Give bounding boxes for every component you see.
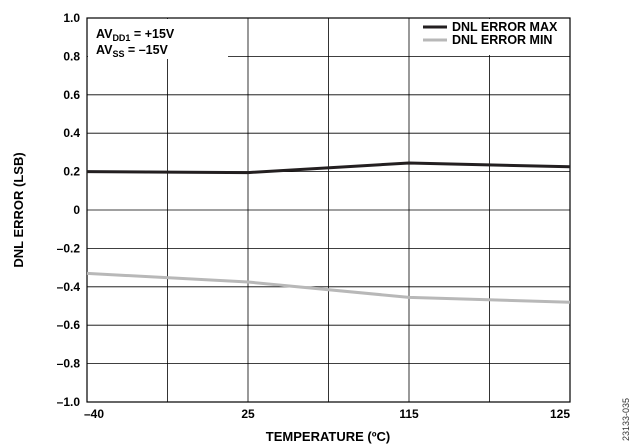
condition-avss-main: AV (96, 43, 113, 57)
y-tick-label: 0.2 (63, 165, 80, 179)
x-tick-labels: –40 25 115 125 (84, 407, 570, 421)
y-tick-label: –0.8 (57, 357, 81, 371)
series-lines (86, 161, 571, 304)
y-tick-label: –0.6 (57, 318, 81, 332)
y-tick-label: –0.4 (57, 280, 81, 294)
x-tick-label: –40 (84, 407, 104, 421)
x-axis-title: TEMPERATURE (ºC) (266, 429, 390, 444)
condition-avss: AVSS = –15V (96, 43, 169, 59)
y-tick-label: 0 (73, 203, 80, 217)
y-tick-label: –1.0 (57, 395, 81, 409)
legend-label: DNL ERROR MIN (452, 33, 552, 47)
series-line-dnl-error-max (86, 161, 571, 175)
condition-avdd1-main: AV (96, 27, 113, 41)
legend-bg (414, 19, 569, 55)
y-tick-label: 0.6 (63, 88, 80, 102)
figure-id: 23133-035 (621, 398, 631, 441)
y-tick-label: 0.8 (63, 49, 80, 63)
conditions-box-bg (88, 19, 228, 59)
x-tick-label: 115 (399, 407, 419, 421)
x-tick-label: 25 (241, 407, 255, 421)
condition-avdd1-sub: DD1 (112, 33, 130, 43)
y-tick-label: 0.4 (63, 126, 80, 140)
condition-avss-sub: SS (112, 49, 124, 59)
y-tick-labels: 1.0 0.8 0.6 0.4 0.2 0 –0.2 –0.4 –0.6 –0.8 –1.0 (57, 11, 81, 409)
y-axis-title: DNL ERROR (LSB) (11, 152, 26, 267)
series-line-dnl-error-min (86, 271, 571, 304)
grid-lines (87, 18, 570, 402)
condition-avss-tail: = –15V (124, 43, 168, 57)
y-tick-label: –0.2 (57, 241, 81, 255)
condition-avdd1-tail: = +15V (130, 27, 174, 41)
y-tick-label: 1.0 (63, 11, 80, 25)
condition-avdd1: AVDD1 = +15V (96, 27, 175, 43)
x-tick-label: 125 (550, 407, 570, 421)
legend-label: DNL ERROR MAX (452, 20, 558, 34)
